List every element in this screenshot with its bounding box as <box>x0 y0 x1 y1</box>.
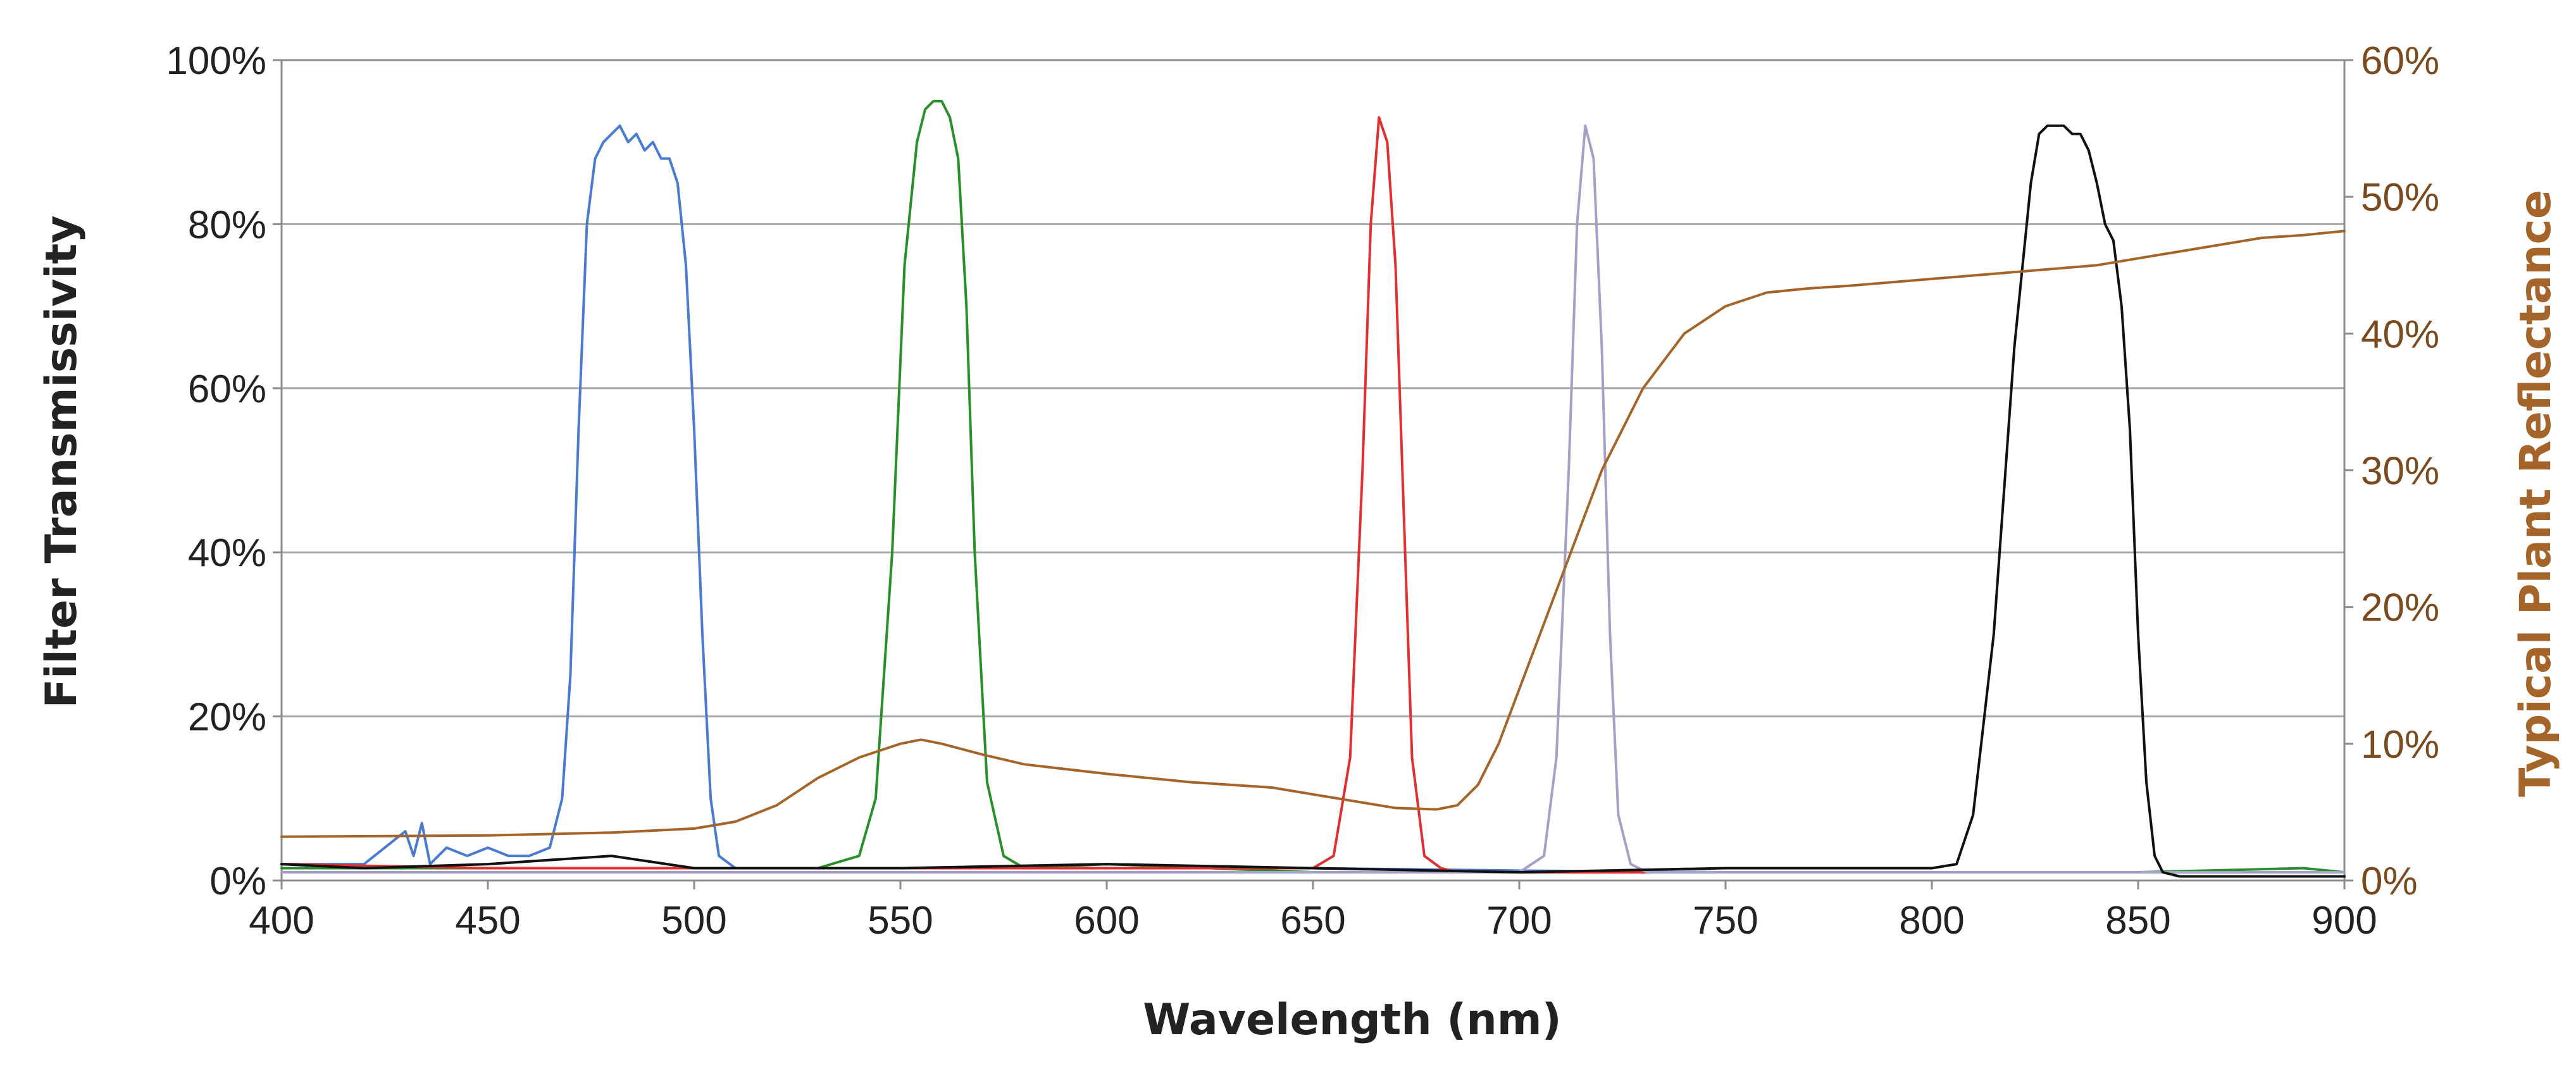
x-tick-label: 900 <box>2312 899 2377 942</box>
y-tick-label: 100% <box>166 39 266 83</box>
x-axis-ticks: 400 450 500 550 600 650 700 750 800 850 900 <box>249 881 2377 942</box>
series-line-red-filter <box>280 116 2346 874</box>
y-axis-ticks-left: 0% 20% 40% 60% 80% 100% <box>166 39 282 903</box>
y-axis-title-left: Filter Transmissivity <box>37 215 87 708</box>
series-line-nir-filter <box>280 124 2346 878</box>
y-tick-label: 60% <box>188 368 266 411</box>
y-axis-title-right: Typical Plant Reflectance <box>2511 190 2561 797</box>
y-axis-ticks-right: 0% 10% 20% 30% 40% 50% 60% <box>2344 39 2439 903</box>
y-tick-label: 20% <box>188 696 266 739</box>
x-tick-label: 700 <box>1486 899 1552 942</box>
x-tick-label: 600 <box>1074 899 1139 942</box>
y2-tick-label: 40% <box>2361 312 2439 356</box>
x-tick-label: 550 <box>868 899 933 942</box>
series-line-typical-plant-reflectance <box>280 230 2346 838</box>
x-tick-label: 400 <box>249 899 314 942</box>
y-tick-label: 40% <box>188 531 266 575</box>
x-tick-label: 750 <box>1693 899 1758 942</box>
y2-tick-label: 20% <box>2361 586 2439 630</box>
series-line-red-edge-filter <box>280 124 2346 874</box>
x-tick-label: 450 <box>455 899 520 942</box>
gridlines <box>282 223 2344 718</box>
x-tick-label: 800 <box>1899 899 1964 942</box>
x-tick-label: 650 <box>1280 899 1345 942</box>
y2-tick-label: 0% <box>2361 860 2418 903</box>
y-tick-label: 0% <box>209 860 266 903</box>
x-axis-title: Wavelength (nm) <box>1143 995 1561 1045</box>
x-tick-label: 850 <box>2105 899 2170 942</box>
y2-tick-label: 30% <box>2361 450 2439 493</box>
y-tick-label: 80% <box>188 203 266 247</box>
y2-tick-label: 10% <box>2361 723 2439 767</box>
series-layer <box>280 99 2346 878</box>
y2-tick-label: 60% <box>2361 39 2439 83</box>
y2-tick-label: 50% <box>2361 176 2439 219</box>
x-tick-label: 500 <box>661 899 726 942</box>
